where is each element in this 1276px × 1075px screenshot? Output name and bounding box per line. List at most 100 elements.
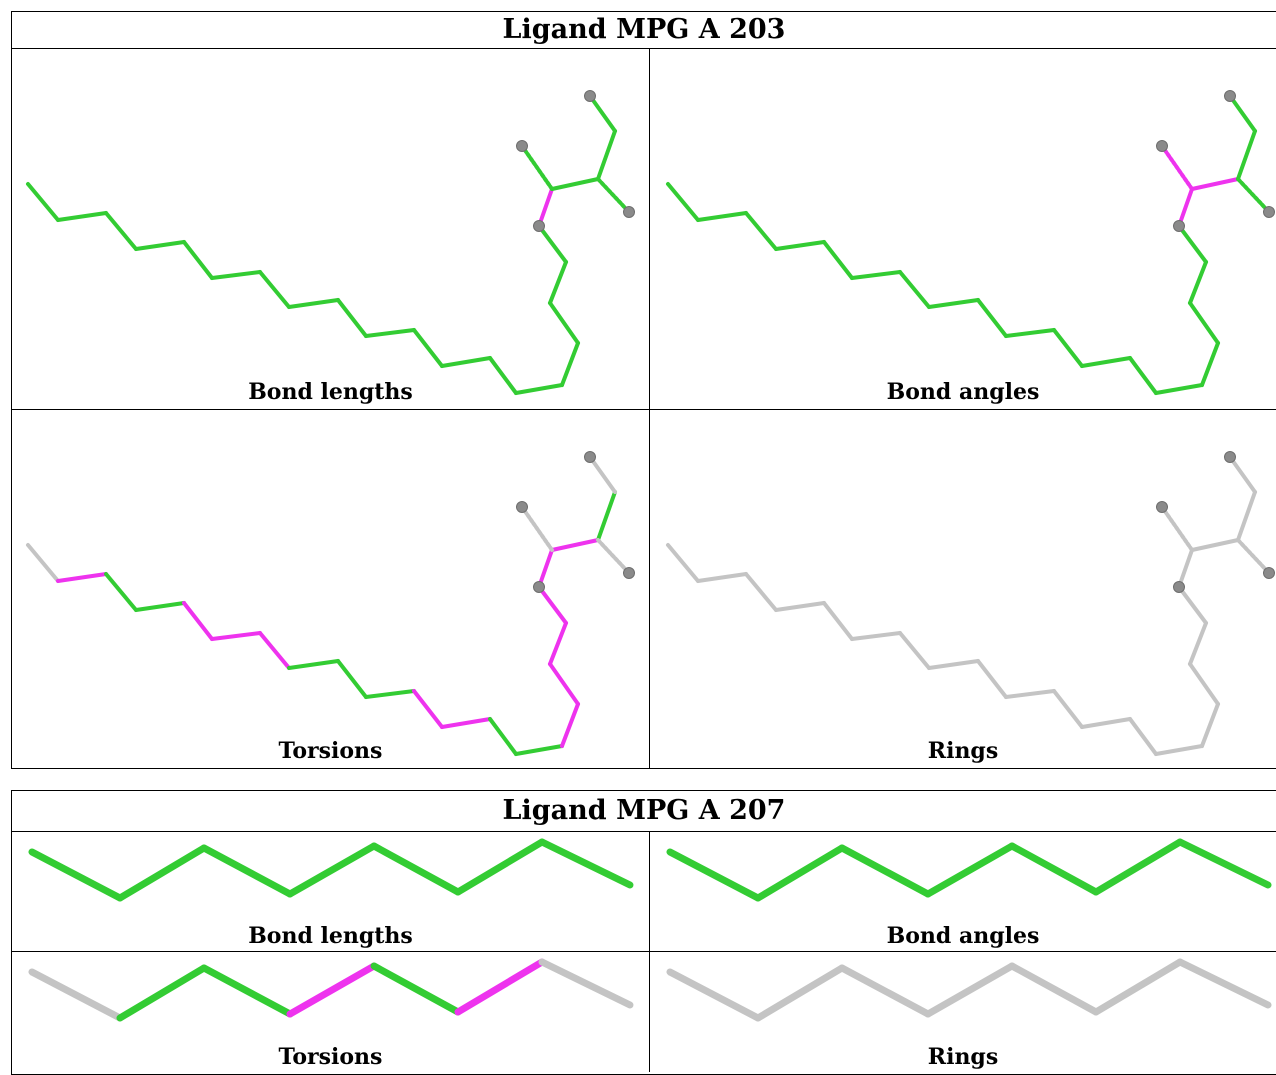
bond (774, 601, 826, 612)
molecule-view-torsions (26, 451, 635, 756)
panel-label: Bond angles (886, 379, 1040, 405)
bond (116, 964, 208, 1022)
hetero-bond (1160, 505, 1194, 552)
panel-bond-angles: Bond angles (650, 832, 1276, 952)
bond (1008, 842, 1100, 896)
bond (258, 631, 291, 670)
atom (584, 451, 596, 463)
molecule-view-bond-lengths (28, 838, 634, 902)
bond (537, 585, 568, 625)
bond (200, 964, 294, 1018)
bond (1080, 356, 1132, 368)
panel-bond-lengths: Bond lengths (12, 832, 650, 952)
panel-label: Rings (927, 738, 999, 764)
bond (550, 538, 600, 552)
bond (537, 548, 554, 589)
bond (596, 129, 617, 181)
bond (537, 187, 554, 228)
bond (1176, 958, 1272, 1009)
bond (134, 601, 186, 612)
hetero-bond (1236, 538, 1271, 575)
bond (898, 631, 931, 670)
bond (1200, 341, 1220, 387)
bond (588, 94, 617, 133)
molecule-view-bond-angles (666, 90, 1275, 395)
bond (1228, 94, 1257, 133)
bond (538, 958, 634, 1009)
panel-label: Bond lengths (248, 923, 413, 949)
bond (1154, 383, 1204, 395)
atom (584, 90, 596, 102)
bond (286, 962, 378, 1018)
bond (28, 968, 124, 1022)
bond (696, 572, 748, 583)
bond (548, 662, 580, 706)
hetero-bond (1236, 177, 1271, 214)
atom (1156, 140, 1168, 152)
hetero-bond (1160, 144, 1194, 191)
bond (1188, 260, 1208, 305)
bond (1052, 328, 1084, 368)
bond (1092, 838, 1184, 896)
bond (976, 298, 1008, 338)
ligand-table-207: Ligand MPG A 207 Bond lengths Bond angle… (11, 790, 1276, 1075)
bond (1200, 702, 1220, 748)
bond (927, 298, 980, 309)
bond (286, 842, 378, 898)
panel-label: Bond lengths (248, 379, 413, 405)
atom (533, 220, 545, 232)
bond (454, 958, 546, 1016)
panel-rings: Rings (650, 952, 1276, 1072)
molecule-view-torsions (28, 958, 634, 1022)
bond (336, 659, 368, 699)
bond (1128, 356, 1158, 395)
bond (696, 211, 748, 222)
molecule-view-rings (666, 958, 1272, 1022)
bond (1176, 838, 1272, 889)
bond (744, 211, 778, 251)
bond (548, 260, 568, 305)
bond (210, 270, 262, 280)
atom (1263, 567, 1275, 579)
bond (666, 543, 700, 583)
bond (754, 964, 846, 1022)
bond (838, 844, 932, 898)
ligand-title: Ligand MPG A 203 (12, 12, 1276, 49)
bond (370, 962, 462, 1016)
bond (1052, 689, 1084, 729)
bond (200, 844, 294, 898)
bond (838, 964, 932, 1018)
bond (1188, 662, 1220, 706)
bond (488, 717, 518, 756)
bond (287, 659, 340, 670)
bond (287, 298, 340, 309)
atom (1224, 451, 1236, 463)
bond (850, 270, 902, 280)
bond (56, 572, 108, 583)
bond (104, 572, 138, 612)
bond (774, 240, 826, 251)
bond (364, 328, 416, 338)
bond (1188, 621, 1208, 666)
bond (1190, 177, 1240, 191)
bond (976, 659, 1008, 699)
molecule-view-bond-angles (666, 838, 1272, 902)
bond (1128, 717, 1158, 756)
bond (1177, 548, 1194, 589)
atom (533, 581, 545, 593)
panel-torsions: Torsions (12, 410, 650, 768)
bond (924, 962, 1016, 1018)
bond (924, 842, 1016, 898)
bond (514, 383, 564, 395)
bond (182, 240, 214, 280)
bond (1092, 958, 1184, 1016)
bond (1154, 744, 1204, 756)
bond (1188, 301, 1220, 345)
bond (454, 838, 546, 896)
atom (623, 567, 635, 579)
bond (537, 224, 568, 264)
bond (850, 631, 902, 641)
bond (116, 844, 208, 902)
panel-label: Torsions (278, 1044, 383, 1070)
bond (440, 717, 492, 729)
